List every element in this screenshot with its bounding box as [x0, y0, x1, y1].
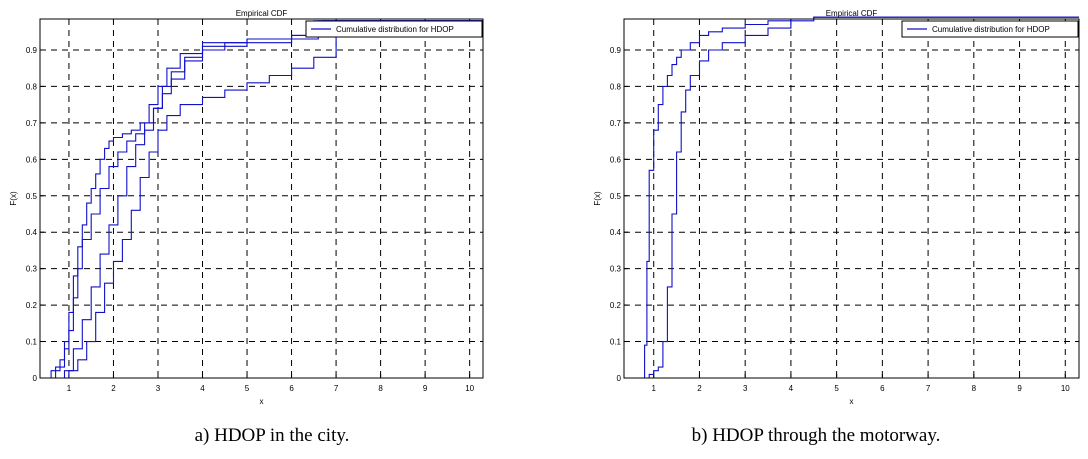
cdf-chart-city: 1 2 3 4 5 6 7 8 9 10 0 0.1 0.2 0.3 0.4 0.5 0.6 0.7 0.8 0.9 E…	[9, 9, 484, 406]
y-tick-label: 0.7	[26, 119, 38, 128]
x-tick-label: 7	[334, 384, 339, 393]
x-tick-label: 4	[200, 384, 205, 393]
cdf-series-line-3	[40, 20, 483, 379]
cdf-series-line-2	[40, 20, 483, 379]
axes-frame	[39, 18, 484, 379]
cdf-series-line-1	[40, 20, 483, 379]
x-tick-label: 10	[465, 384, 474, 393]
cdf-chart-motorway: 1 2 3 4 5 6 7 8 9 10 0 0.1 0.2 0.3 0.4 0.5 0.6 0.7 0.8 0.9 E…	[593, 9, 1080, 406]
chart-panel-city: 1 2 3 4 5 6 7 8 9 10 0 0.1 0.2 0.3 0.4 0.5 0.6 0.7 0.8 0.9 E…	[9, 9, 484, 446]
x-tick-label: 10	[1061, 384, 1070, 393]
y-tick-label: 0	[33, 374, 38, 383]
legend-box	[305, 20, 483, 38]
legend-label: Cumulative distribution for HDOP	[932, 25, 1050, 34]
y-tick-label: 0.5	[610, 192, 622, 201]
x-tick-label: 1	[67, 384, 72, 393]
y-tick-label: 0.8	[26, 82, 38, 91]
axes-frame	[623, 18, 1080, 379]
y-tick-label: 0.3	[610, 265, 622, 274]
y-tick-label: 0.9	[610, 46, 622, 55]
chart-title: Empirical CDF	[826, 9, 878, 18]
y-tick-label: 0.6	[26, 155, 38, 164]
chart-panel-motorway: 1 2 3 4 5 6 7 8 9 10 0 0.1 0.2 0.3 0.4 0.5 0.6 0.7 0.8 0.9 E…	[544, 0, 1088, 459]
y-axis-label: F(x)	[9, 191, 18, 206]
x-tick-label: 3	[743, 384, 748, 393]
x-tick-label: 4	[789, 384, 794, 393]
y-tick-label: 0.3	[26, 265, 38, 274]
cdf-series-line-2	[624, 16, 1079, 379]
y-tick-label: 0.9	[26, 46, 38, 55]
plot-area	[624, 19, 1079, 378]
legend-label: Cumulative distribution for HDOP	[336, 25, 454, 34]
x-tick-label: 6	[880, 384, 885, 393]
caption-city: a) HDOP in the city.	[194, 425, 350, 446]
y-tick-label: 0.1	[610, 338, 622, 347]
x-tick-label: 5	[834, 384, 839, 393]
x-tick-label: 6	[289, 384, 294, 393]
x-tick-label: 8	[378, 384, 383, 393]
x-tick-label: 2	[697, 384, 702, 393]
y-tick-label: 0.1	[26, 338, 38, 347]
y-tick-label: 0.8	[610, 82, 622, 91]
plot-area	[40, 19, 483, 378]
legend-box	[901, 20, 1079, 38]
y-tick-label: 0	[617, 374, 622, 383]
cdf-series-line-4	[40, 18, 483, 379]
x-tick-label: 5	[245, 384, 250, 393]
x-axis-label: x	[260, 397, 264, 406]
y-axis-label: F(x)	[593, 191, 602, 206]
y-tick-label: 0.4	[26, 228, 38, 237]
x-tick-label: 9	[423, 384, 428, 393]
x-tick-label: 7	[926, 384, 931, 393]
cdf-series-line-1	[624, 16, 1079, 379]
x-tick-label: 8	[972, 384, 977, 393]
caption-motorway: b) HDOP through the motorway.	[691, 425, 941, 446]
y-tick-label: 0.6	[610, 155, 622, 164]
y-tick-label: 0.4	[610, 228, 622, 237]
y-tick-label: 0.2	[610, 301, 622, 310]
x-tick-label: 2	[111, 384, 116, 393]
chart-title: Empirical CDF	[236, 9, 288, 18]
x-tick-label: 3	[156, 384, 161, 393]
y-tick-label: 0.7	[610, 119, 622, 128]
y-tick-label: 0.2	[26, 301, 38, 310]
y-tick-label: 0.5	[26, 192, 38, 201]
x-axis-label: x	[850, 397, 854, 406]
x-tick-label: 9	[1017, 384, 1022, 393]
x-tick-label: 1	[651, 384, 656, 393]
